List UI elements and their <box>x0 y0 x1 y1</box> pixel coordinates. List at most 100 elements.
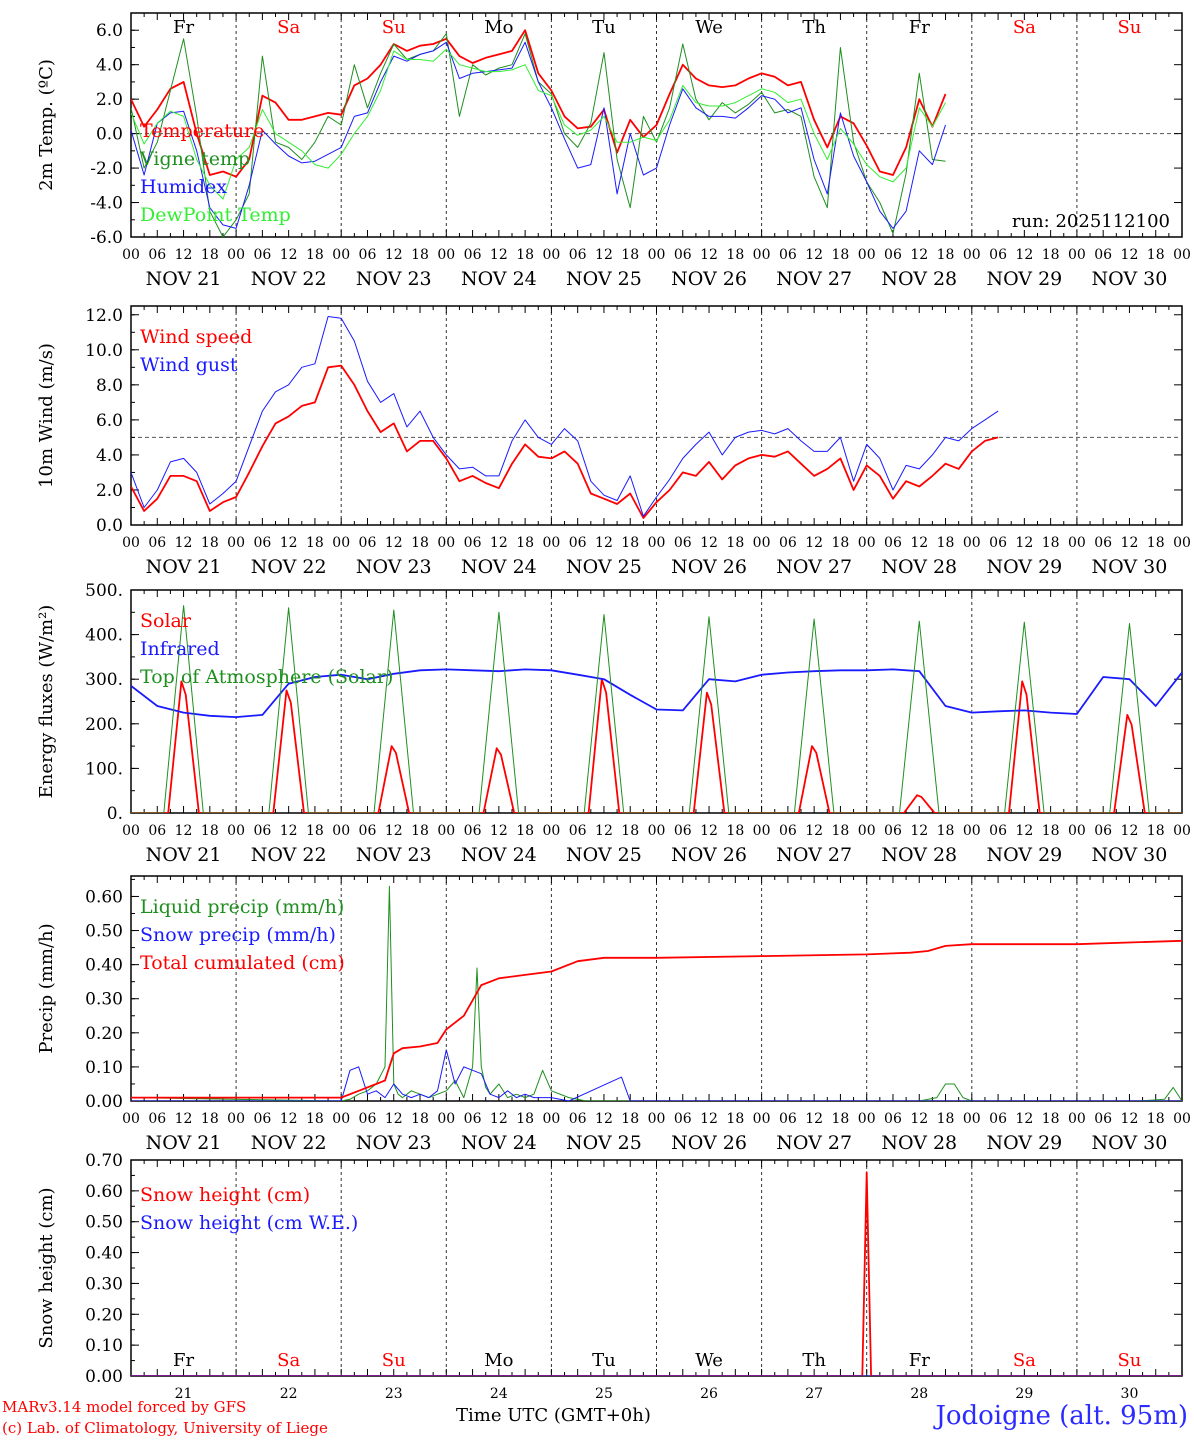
y-tick-label: 4.0 <box>96 56 123 76</box>
y-tick-label: 12.0 <box>85 306 123 326</box>
date-label: NOV 25 <box>566 1132 642 1154</box>
hour-label: 00 <box>542 823 560 839</box>
hour-label: 12 <box>175 247 193 263</box>
weekday-label: Fr <box>909 17 930 38</box>
hour-label: 12 <box>910 823 928 839</box>
hour-label: 12 <box>1015 535 1033 551</box>
weekday-label: Tu <box>592 17 616 38</box>
day-number-label: 25 <box>595 1386 613 1402</box>
weekday-label: Mo <box>484 1350 513 1371</box>
hour-label: 12 <box>175 823 193 839</box>
hour-label: 06 <box>253 823 271 839</box>
hour-label: 00 <box>1068 247 1086 263</box>
hour-label: 06 <box>253 247 271 263</box>
day-number-label: 23 <box>385 1386 403 1402</box>
y-tick-label: 2.0 <box>96 481 123 501</box>
weekday-label: Tu <box>592 1350 616 1371</box>
date-label: NOV 26 <box>671 556 747 578</box>
date-label: NOV 27 <box>776 268 852 290</box>
weekday-label: Th <box>802 17 826 38</box>
hour-label: 12 <box>490 247 508 263</box>
date-label: NOV 29 <box>986 844 1062 866</box>
hour-label: 06 <box>1094 823 1112 839</box>
date-label: NOV 25 <box>566 556 642 578</box>
date-label: NOV 24 <box>461 1132 537 1154</box>
hour-label: 06 <box>569 1111 587 1127</box>
y-axis-label: Snow height (cm) <box>36 1187 57 1348</box>
weekday-label: We <box>695 17 723 38</box>
hour-label: 12 <box>910 1111 928 1127</box>
hour-label: 18 <box>937 1111 955 1127</box>
y-tick-label: 500. <box>85 581 123 601</box>
series-snow-precip-mm-h <box>131 1049 1182 1101</box>
date-label: NOV 27 <box>776 844 852 866</box>
legend-wind-gust: Wind gust <box>140 354 238 376</box>
y-tick-label: 0.50 <box>85 922 123 942</box>
series-top-of-atmosphere-solar <box>131 605 1182 813</box>
date-label: NOV 28 <box>881 268 957 290</box>
series-group <box>131 316 999 519</box>
legend-wind-speed: Wind speed <box>140 326 252 348</box>
hour-label: 18 <box>937 247 955 263</box>
y-tick-label: 300. <box>85 670 123 690</box>
hour-label: 18 <box>1147 247 1165 263</box>
y-tick-label: 0.10 <box>85 1336 123 1356</box>
date-label: NOV 26 <box>671 1132 747 1154</box>
hour-label: 18 <box>726 823 744 839</box>
hour-label: 06 <box>779 1111 797 1127</box>
y-tick-label: 0.0 <box>96 125 123 145</box>
hour-label: 18 <box>726 1111 744 1127</box>
panel-1: 6.0 4.0 2.0 0.0 -2.0 -4.0 -6.0 2m Temp. (ºC) 00 0… <box>36 12 1191 290</box>
legend-total-cumulated-cm: Total cumulated (cm) <box>140 952 345 974</box>
date-label: NOV 28 <box>881 556 957 578</box>
y-tick-label: 0.20 <box>85 1305 123 1325</box>
hour-label: 00 <box>1068 1111 1086 1127</box>
hour-label: 00 <box>332 1111 350 1127</box>
hour-label: 00 <box>122 535 140 551</box>
y-axis-label: Precip (mm/h) <box>36 923 57 1053</box>
hour-label: 18 <box>937 823 955 839</box>
legend-liquid-precip-mm-h: Liquid precip (mm/h) <box>140 896 344 918</box>
hour-label: 00 <box>332 535 350 551</box>
series-group <box>131 29 947 237</box>
hour-label: 00 <box>648 823 666 839</box>
hour-label: 18 <box>937 535 955 551</box>
hour-label: 00 <box>648 247 666 263</box>
hour-label: 18 <box>726 247 744 263</box>
panel-2: 12.0 10.0 8.0 6.0 4.0 2.0 0.0 10m Wind (m/s) 00 0… <box>36 305 1191 578</box>
hour-label: 12 <box>175 1111 193 1127</box>
weekday-label: Su <box>382 17 406 38</box>
day-number-label: 27 <box>805 1386 823 1402</box>
hour-label: 06 <box>148 1111 166 1127</box>
hour-label: 18 <box>411 535 429 551</box>
hour-label: 06 <box>779 823 797 839</box>
weekday-label: Su <box>382 1350 406 1371</box>
weekday-label: Sa <box>1013 1350 1036 1371</box>
hour-label: 06 <box>148 535 166 551</box>
hour-label: 06 <box>464 823 482 839</box>
hour-label: 18 <box>832 1111 850 1127</box>
hour-label: 18 <box>516 823 534 839</box>
hour-label: 12 <box>280 247 298 263</box>
weekday-label: Sa <box>277 1350 300 1371</box>
date-label: NOV 24 <box>461 556 537 578</box>
hour-label: 12 <box>1015 247 1033 263</box>
hour-label: 00 <box>1068 823 1086 839</box>
y-tick-label: 400. <box>85 626 123 646</box>
date-label: NOV 27 <box>776 1132 852 1154</box>
hour-label: 18 <box>1042 247 1060 263</box>
weekday-label: Sa <box>277 17 300 38</box>
date-label: NOV 29 <box>986 1132 1062 1154</box>
hour-label: 06 <box>674 823 692 839</box>
hour-label: 12 <box>385 1111 403 1127</box>
hour-label: 06 <box>884 535 902 551</box>
y-tick-label: 4.0 <box>96 446 123 466</box>
hour-label: 18 <box>621 247 639 263</box>
y-tick-label: -4.0 <box>90 194 123 214</box>
hour-label: 00 <box>648 1111 666 1127</box>
date-label: NOV 29 <box>986 556 1062 578</box>
date-label: NOV 30 <box>1092 844 1168 866</box>
hour-label: 06 <box>148 247 166 263</box>
hour-label: 00 <box>963 1111 981 1127</box>
hour-label: 06 <box>1094 535 1112 551</box>
